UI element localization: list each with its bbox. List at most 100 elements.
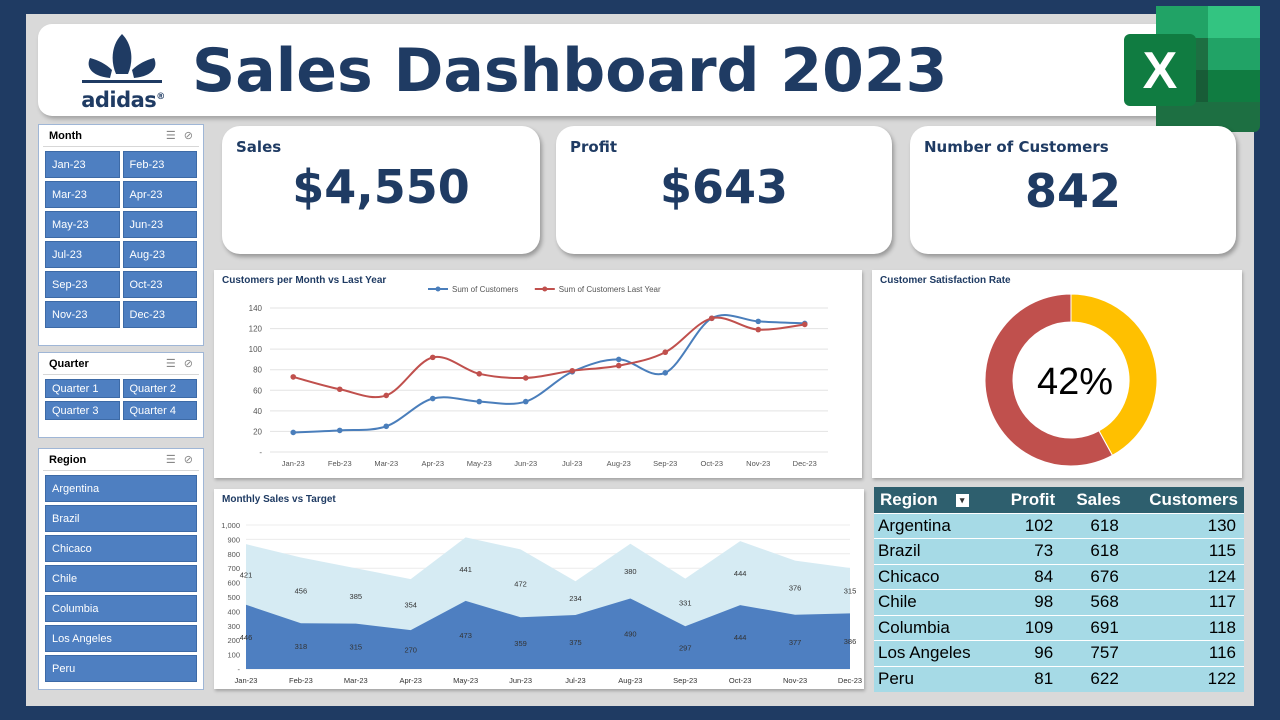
month-slicer-button[interactable]: Jul-23 <box>45 241 120 268</box>
region-slicer-button[interactable]: Peru <box>45 655 197 682</box>
x-tick-label: Oct-23 <box>729 676 752 685</box>
month-slicer-button[interactable]: Jun-23 <box>122 211 197 238</box>
x-tick-label: Jul-23 <box>562 459 582 468</box>
x-tick-label: Jun-23 <box>514 459 537 468</box>
data-label: 473 <box>459 631 472 640</box>
table-header-profit: Profit <box>995 487 1062 513</box>
quarter-slicer-button[interactable]: Quarter 1 <box>45 379 120 398</box>
kpi-card-sales: Sales $4,550 <box>222 126 540 254</box>
x-tick-label: Nov-23 <box>783 676 807 685</box>
clear-filter-icon[interactable]: ⊘ <box>183 130 193 142</box>
data-label: 359 <box>514 639 527 648</box>
table-row: Chile 98 568 117 <box>874 589 1244 615</box>
table-cell: Los Angeles <box>874 640 996 666</box>
y-tick-label: 100 <box>249 345 263 354</box>
adidas-wordmark: adidas® <box>81 88 165 112</box>
data-label: 315 <box>844 587 857 596</box>
x-tick-label: May-23 <box>467 459 492 468</box>
multi-select-icon[interactable]: ☰ <box>165 130 176 142</box>
quarter-slicer-title: Quarter <box>49 357 89 370</box>
y-tick-label: - <box>238 665 241 674</box>
table-row: Chicaco 84 676 124 <box>874 563 1244 590</box>
clear-filter-icon[interactable]: ⊘ <box>183 454 193 466</box>
table-header-region[interactable]: Region ▾ <box>874 487 996 513</box>
region-slicer-button[interactable]: Chicaco <box>45 535 197 562</box>
quarter-slicer-button[interactable]: Quarter 2 <box>122 379 197 398</box>
data-point <box>662 370 669 376</box>
legend-marker <box>435 286 441 292</box>
data-point <box>336 427 343 434</box>
x-tick-label: Aug-23 <box>607 459 631 468</box>
y-tick-label: 400 <box>227 607 240 616</box>
data-point <box>708 315 715 322</box>
data-label: 318 <box>295 642 308 651</box>
svg-text:X: X <box>1143 42 1178 100</box>
data-label: 444 <box>734 569 747 578</box>
data-label: 385 <box>350 592 363 601</box>
sales-area-chart-panel: Monthly Sales vs Target - 100 200 300 400 500… <box>214 489 864 689</box>
region-slicer-button[interactable]: Los Angeles <box>45 625 197 652</box>
data-point <box>336 386 343 393</box>
multi-select-icon[interactable]: ☰ <box>165 454 176 466</box>
data-point <box>755 326 762 333</box>
quarter-slicer-button[interactable]: Quarter 4 <box>122 401 197 420</box>
month-slicer-button[interactable]: Feb-23 <box>122 151 197 178</box>
kpi-value: $643 <box>659 160 789 214</box>
month-slicer-button[interactable]: Aug-23 <box>122 241 197 268</box>
x-tick-label: Jan-23 <box>235 676 258 685</box>
satisfaction-donut-panel: Customer Satisfaction Rate 42% <box>872 270 1242 478</box>
x-tick-label: Dec-23 <box>793 459 817 468</box>
donut-slice <box>1070 293 1158 457</box>
region-slicer-button[interactable]: Columbia <box>45 595 197 622</box>
customers-line-chart-panel: Customers per Month vs Last Year - 20 40 60… <box>214 270 862 478</box>
month-slicer-button[interactable]: Apr-23 <box>122 181 197 208</box>
x-tick-label: Nov-23 <box>746 459 770 468</box>
y-tick-label: 20 <box>253 427 262 436</box>
kpi-label: Sales <box>236 138 282 156</box>
region-slicer-button[interactable]: Brazil <box>45 505 197 532</box>
month-slicer-button[interactable]: Mar-23 <box>45 181 120 208</box>
table-cell: 757 <box>1061 640 1127 666</box>
y-tick-label: 40 <box>253 407 262 416</box>
table-row: Peru 81 622 122 <box>874 665 1244 692</box>
adidas-trefoil-logo <box>82 34 162 83</box>
table-cell: 130 <box>1126 512 1244 539</box>
data-label: 270 <box>404 646 417 655</box>
region-slicer-button[interactable]: Chile <box>45 565 197 592</box>
x-tick-label: Oct-23 <box>700 459 723 468</box>
table-cell: 98 <box>995 589 1062 615</box>
header-label: Profit <box>1010 489 1056 509</box>
kpi-label: Number of Customers <box>924 138 1109 156</box>
data-label: 315 <box>350 642 363 651</box>
region-slicer-button[interactable]: Argentina <box>45 475 197 502</box>
month-slicer-button[interactable]: Oct-23 <box>122 271 197 298</box>
table-cell: 81 <box>995 665 1062 692</box>
x-tick-label: Sep-23 <box>673 676 697 685</box>
customers-line-chart: - 20 40 60 80 100 120 140 Jan-23 Feb-23 Mar-23 Apr-… <box>249 285 828 468</box>
month-slicer-button[interactable]: Dec-23 <box>122 301 197 328</box>
month-slicer-button[interactable]: May-23 <box>45 211 120 238</box>
data-label: 331 <box>679 598 692 607</box>
month-slicer-button[interactable]: Sep-23 <box>45 271 120 298</box>
clear-filter-icon[interactable]: ⊘ <box>183 358 193 370</box>
data-label: 354 <box>404 601 417 610</box>
filter-dropdown-icon[interactable]: ▾ <box>955 493 969 507</box>
data-label: 376 <box>789 584 802 593</box>
data-point <box>476 371 483 377</box>
quarter-slicer-button[interactable]: Quarter 3 <box>45 401 120 420</box>
x-tick-label: Jun-23 <box>509 676 532 685</box>
y-tick-label: 100 <box>227 651 240 660</box>
x-tick-label: Sep-23 <box>653 459 677 468</box>
month-slicer-button[interactable]: Nov-23 <box>45 301 120 328</box>
data-label: 472 <box>514 579 527 588</box>
month-slicer-button[interactable]: Jan-23 <box>45 151 120 178</box>
y-tick-label: 300 <box>227 622 240 631</box>
region-slicer: Region ☰ ⊘ Argentina Brazil Chicaco Chile Colu… <box>38 448 204 690</box>
data-point <box>522 398 529 405</box>
data-label: 441 <box>459 565 472 574</box>
multi-select-icon[interactable]: ☰ <box>165 358 176 370</box>
series-line <box>293 314 805 434</box>
table-row: Brazil 73 618 115 <box>874 538 1244 564</box>
y-tick-label: 200 <box>227 636 240 645</box>
data-label: 444 <box>734 633 747 642</box>
